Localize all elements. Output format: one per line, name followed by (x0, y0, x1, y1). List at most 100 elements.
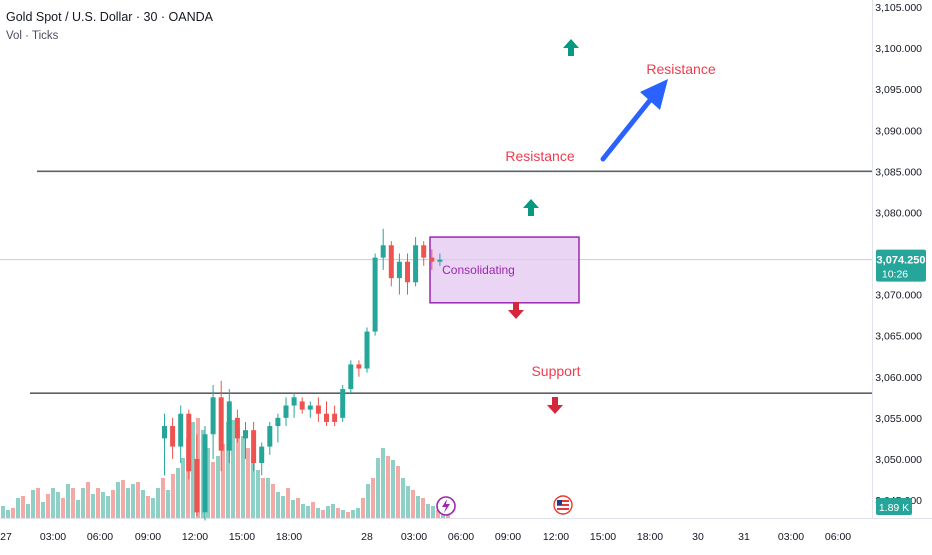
time-tick-label: 09:00 (495, 531, 521, 543)
volume-bar (41, 502, 45, 518)
volume-bar (56, 492, 60, 518)
volume-bar (281, 496, 285, 518)
candle-body (299, 401, 305, 410)
time-tick-label: 30 (692, 531, 704, 543)
candle-body (170, 426, 176, 447)
candle-body (396, 261, 402, 279)
volume-bar (101, 492, 105, 518)
resistance-upper-label: Resistance (646, 61, 715, 77)
blue-arrow-head-icon (640, 79, 668, 110)
time-tick-label: 18:00 (637, 531, 663, 543)
volume-bar (86, 482, 90, 518)
volume-bar (116, 482, 120, 518)
time-tick-label: 15:00 (590, 531, 616, 543)
volume-bar (246, 448, 250, 518)
candle-body (226, 401, 232, 451)
volume-bar (91, 494, 95, 518)
volume-bar (286, 488, 290, 518)
volume-bar (236, 428, 240, 518)
volume-bar (351, 510, 355, 518)
candle-body (186, 413, 192, 472)
volume-bar (331, 504, 335, 518)
volume-bar (301, 504, 305, 518)
price-tick-label: 3,065.000 (875, 331, 922, 343)
volume-value-label: 1.89 K (879, 502, 909, 514)
candle-body (429, 257, 435, 262)
volume-bar (376, 458, 380, 518)
volume-bar (366, 484, 370, 518)
time-tick-label: 03:00 (401, 531, 427, 543)
price-tick-label: 3,095.000 (875, 84, 922, 96)
resistance-label: Resistance (505, 148, 574, 164)
volume-bar (251, 458, 255, 518)
volume-bar (186, 438, 190, 518)
symbol-title: Gold Spot / U.S. Dollar · 30 · OANDA (6, 10, 214, 24)
volume-bar (26, 504, 30, 518)
time-tick-label: 06:00 (448, 531, 474, 543)
price-tick-label: 3,060.000 (875, 372, 922, 384)
volume-bar (76, 500, 80, 518)
volume-bar (171, 474, 175, 518)
bar-countdown-label: 10:26 (882, 269, 908, 281)
volume-bar (431, 506, 435, 518)
volume-label-box (876, 498, 912, 515)
volume-bar (136, 482, 140, 518)
price-tick-label: 3,090.000 (875, 125, 922, 137)
volume-bar (211, 462, 215, 518)
time-tick-label: 03:00 (778, 531, 804, 543)
volume-bar (131, 484, 135, 518)
candle-body (178, 413, 184, 447)
volume-bar (126, 488, 130, 518)
red-down-arrow-icon (547, 397, 563, 414)
flag-canton (557, 500, 562, 505)
volume-bar (271, 484, 275, 518)
green-up-arrow-icon (563, 39, 579, 56)
volume-bar (16, 498, 20, 518)
volume-bar (421, 498, 425, 518)
candle-body (348, 364, 354, 390)
volume-bar (341, 510, 345, 518)
volume-bar (6, 510, 10, 518)
green-up-arrow-icon (523, 199, 539, 216)
candle-body (243, 430, 248, 439)
volume-bar (306, 506, 310, 518)
time-tick-label: 18:00 (276, 531, 302, 543)
volume-bar (146, 496, 150, 518)
time-tick-label: 12:00 (543, 531, 569, 543)
blue-trend-arrow (600, 91, 658, 162)
consolidating-label: Consolidating (442, 263, 515, 277)
volume-bar (221, 444, 225, 518)
volume-bar (241, 436, 245, 518)
candle-body (437, 259, 443, 262)
lightning-icon (442, 499, 450, 513)
volume-bar (381, 448, 385, 518)
volume-bar (426, 504, 430, 518)
price-tick-label: 3,105.000 (875, 2, 922, 14)
time-tick-label: 03:00 (40, 531, 66, 543)
volume-bar (361, 498, 365, 518)
candle-body (267, 426, 273, 447)
volume-bar (316, 508, 320, 518)
volume-bar (416, 496, 420, 518)
volume-bar (46, 494, 50, 518)
volume-bar (121, 480, 125, 518)
volume-bar (346, 512, 350, 518)
volume-bar (206, 448, 210, 518)
flag-icon (557, 500, 569, 510)
price-tick-label: 3,080.000 (875, 207, 922, 219)
candle-body (259, 446, 265, 464)
price-tick-label: 3,050.000 (875, 454, 922, 466)
candle-body (356, 364, 362, 369)
volume-bar (216, 456, 220, 518)
time-tick-label: 31 (738, 531, 750, 543)
volume-bar (436, 510, 440, 518)
candle-body (275, 417, 281, 427)
volume-bar (156, 488, 160, 518)
candle-body (162, 426, 167, 439)
volume-bar (396, 466, 400, 518)
flag-stripe (557, 506, 569, 508)
volume-bar (166, 490, 170, 518)
volume-bar (276, 492, 280, 518)
